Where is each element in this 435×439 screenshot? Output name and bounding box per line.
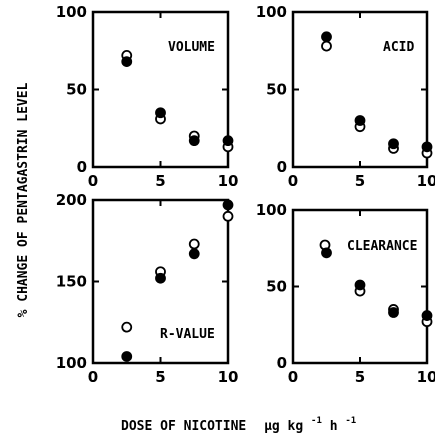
panel-r-value-x-tick-label: 5 (155, 368, 165, 386)
panel-acid-filled-point (321, 31, 332, 43)
panel-r-value-filled-point (155, 272, 166, 284)
panel-acid-y-tick-label: 100 (256, 3, 287, 21)
panel-clearance-y-tick-label: 50 (266, 278, 287, 296)
panel-volume-frame (91, 10, 230, 169)
panel-volume-y-tick-label: 0 (77, 158, 87, 176)
panel-acid-filled-point (354, 115, 366, 126)
panel-volume-filled-point (121, 56, 133, 67)
y-axis-title: % CHANGE OF PENTAGASTRIN LEVEL (16, 82, 31, 317)
panel-r-value-y-tick-label: 150 (56, 273, 87, 291)
panel-r-value-open-point (121, 321, 133, 333)
x-axis-title-text: DOSE OF NICOTINE (121, 419, 246, 434)
panel-acid-open-point (321, 40, 332, 52)
panel-volume-x-tick-label: 5 (155, 172, 165, 190)
panel-acid-filled-point (421, 141, 433, 153)
panel-r-value: 0 5 10 100 150 200 R-VALUE (56, 191, 239, 386)
panel-r-value-x-tick-label: 10 (218, 368, 239, 386)
panel-clearance-filled-point (321, 247, 332, 259)
panel-acid-y-tick-label: 50 (266, 81, 287, 99)
panel-r-value-open-point (188, 238, 200, 250)
x-axis-unit-exp2: -1 (345, 416, 356, 426)
panel-clearance-x-tick-label: 0 (288, 368, 298, 386)
panel-acid-filled-point (388, 138, 399, 150)
panel-r-value-open-point (222, 210, 234, 222)
panel-acid-x-tick-label: 5 (355, 172, 365, 190)
panel-clearance-x-tick-label: 10 (417, 368, 435, 386)
panel-volume-y-tick-label: 50 (66, 81, 87, 99)
panel-clearance-y-tick-label: 100 (256, 201, 287, 219)
panel-clearance-filled-point (421, 310, 433, 321)
panel-volume-filled-point (222, 135, 234, 147)
panel-volume-x-tick-label: 10 (218, 172, 239, 190)
panel-r-value-label: R-VALUE (160, 327, 215, 342)
panel-r-value-y-tick-label: 200 (56, 191, 87, 209)
panel-clearance-filled-point (354, 279, 366, 291)
x-axis-unit-h: h (330, 419, 338, 434)
panel-r-value-filled-point (222, 199, 234, 211)
panel-r-value-filled-point (121, 351, 133, 362)
panel-acid-label: ACID (383, 40, 414, 55)
panel-volume-filled-point (155, 107, 166, 119)
panel-volume-x-tick-label: 0 (88, 172, 98, 190)
panel-r-value-x-tick-label: 0 (88, 368, 98, 386)
x-axis-unit-exp1: -1 (311, 416, 322, 426)
panel-clearance-x-tick-label: 5 (355, 368, 365, 386)
panel-acid-frame (291, 10, 429, 169)
panel-volume-filled-point (188, 135, 200, 147)
panel-acid-x-tick-label: 0 (288, 172, 298, 190)
panel-clearance-label: CLEARANCE (347, 239, 417, 254)
panel-volume-label: VOLUME (168, 40, 215, 55)
panel-clearance-filled-point (388, 307, 399, 318)
panel-volume-y-tick-label: 100 (56, 3, 87, 21)
x-axis-unit-base: µg kg (264, 419, 303, 434)
x-axis-title: DOSE OF NICOTINE µg kg -1 h -1 (121, 412, 356, 434)
panel-r-value-y-tick-label: 100 (56, 354, 87, 372)
panel-acid-x-tick-label: 10 (417, 172, 435, 190)
panel-clearance-y-tick-label: 0 (277, 354, 287, 372)
panel-r-value-filled-point (188, 248, 200, 260)
panel-acid-y-tick-label: 0 (277, 158, 287, 176)
